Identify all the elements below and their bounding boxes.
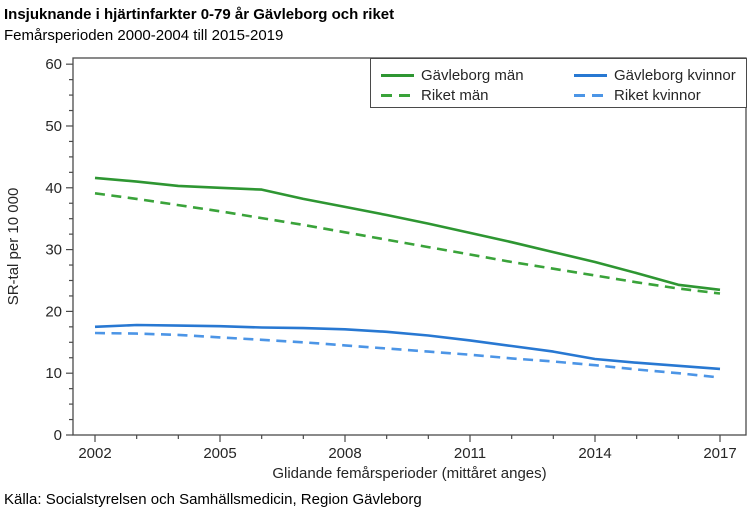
legend-label: Riket kvinnor (614, 86, 701, 104)
legend-item: Riket kvinnor (574, 85, 746, 105)
chart-legend: Gävleborg män Gävleborg kvinnor Riket mä… (370, 58, 747, 108)
y-axis-label: SR-tal per 10 000 (5, 188, 22, 306)
legend-label: Gävleborg kvinnor (614, 66, 736, 84)
plot-frame (72, 57, 747, 436)
line-swatch-solid-green-icon (381, 73, 414, 77)
x-tick-label: 2008 (328, 445, 361, 462)
series-line-1 (94, 192, 721, 295)
line-swatch-solid-blue-icon (574, 73, 607, 77)
x-tick-label: 2011 (454, 445, 486, 462)
x-tick-label: 2002 (78, 445, 111, 462)
legend-item: Riket män (381, 85, 574, 105)
series-line-3 (94, 331, 721, 379)
x-tick-label: 2014 (578, 445, 611, 462)
line-swatch-dashed-blue-icon (574, 93, 607, 97)
chart-title: Insjuknande i hjärtinfarkter 0-79 år Gäv… (4, 6, 395, 23)
series-line-2 (94, 323, 721, 371)
y-tick-label: 30 (45, 242, 62, 259)
legend-label: Gävleborg män (421, 66, 524, 84)
y-tick-label: 10 (45, 365, 62, 382)
line-swatch-dashed-green-icon (381, 93, 414, 97)
legend-item: Gävleborg män (381, 65, 574, 85)
y-tick-label: 60 (45, 56, 62, 73)
source-note: Källa: Socialstyrelsen och Samhällsmedic… (4, 491, 422, 508)
y-tick-label: 0 (54, 427, 62, 444)
y-tick-label: 40 (45, 180, 62, 197)
chart-subtitle: Femårsperioden 2000-2004 till 2015-2019 (4, 27, 284, 44)
legend-item: Gävleborg kvinnor (574, 65, 746, 85)
y-tick-label: 20 (45, 303, 62, 320)
x-tick-label: 2005 (203, 445, 236, 462)
x-tick-label: 2017 (703, 445, 736, 462)
series-line-0 (94, 176, 721, 292)
y-tick-label: 50 (45, 118, 62, 135)
legend-label: Riket män (421, 86, 489, 104)
x-axis-label: Glidande femårsperioder (mittåret anges) (272, 465, 546, 482)
